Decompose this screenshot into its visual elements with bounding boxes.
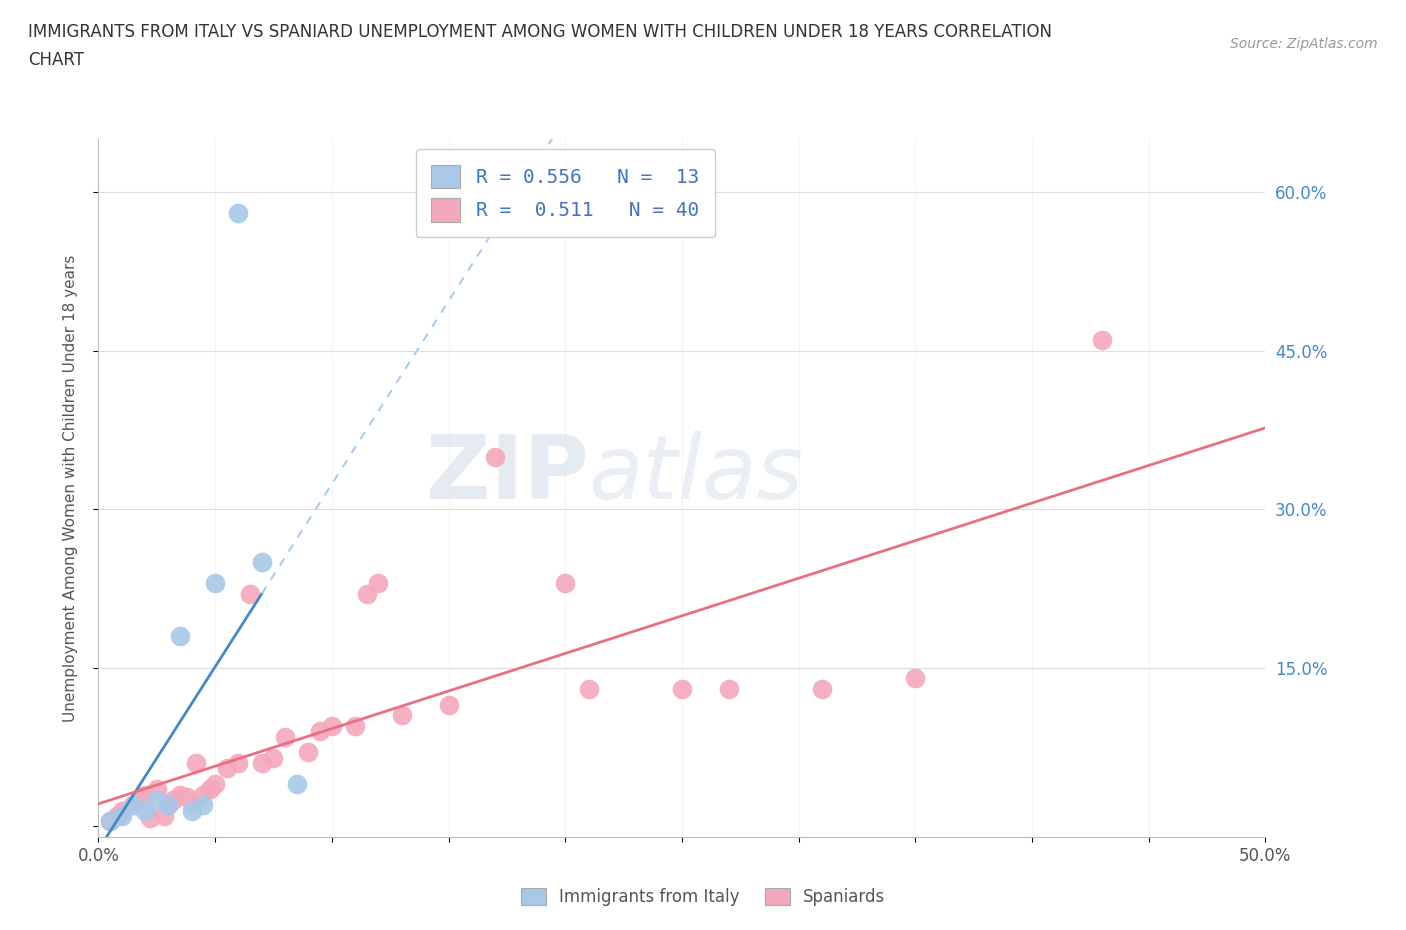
Point (554, 576, 576, 591)
Legend: Immigrants from Italy, Spaniards: Immigrants from Italy, Spaniards (515, 881, 891, 912)
Point (204, 777, 226, 791)
Point (176, 790, 198, 804)
Point (129, 792, 152, 807)
Point (105, 808, 128, 823)
Point (157, 798, 180, 813)
Point (134, 804, 156, 818)
Point (98, 814, 121, 829)
Point (139, 811, 162, 826)
Point (146, 782, 169, 797)
Point (180, 804, 202, 818)
Point (157, 798, 180, 813)
Point (309, 724, 332, 738)
Text: IMMIGRANTS FROM ITALY VS SPANIARD UNEMPLOYMENT AMONG WOMEN WITH CHILDREN UNDER 1: IMMIGRANTS FROM ITALY VS SPANIARD UNEMPL… (28, 23, 1052, 41)
Point (134, 788, 156, 803)
Point (200, 782, 222, 797)
Point (204, 576, 226, 591)
Text: CHART: CHART (28, 51, 84, 69)
Text: ZIP: ZIP (426, 431, 589, 518)
Point (274, 729, 297, 744)
Point (239, 587, 262, 602)
Point (98, 814, 121, 829)
Point (297, 745, 319, 760)
Point (122, 798, 145, 813)
Point (215, 761, 238, 776)
Point (146, 792, 169, 807)
Text: atlas: atlas (589, 432, 803, 517)
Point (186, 755, 208, 770)
Point (262, 751, 284, 765)
Point (356, 587, 378, 602)
Point (228, 206, 250, 221)
Point (344, 719, 367, 734)
Point (250, 555, 273, 570)
Legend: R = 0.556   N =  13, R =  0.511   N = 40: R = 0.556 N = 13, R = 0.511 N = 40 (416, 149, 714, 237)
Point (1091, 333, 1114, 348)
Point (321, 719, 343, 734)
Point (391, 708, 413, 723)
Point (111, 804, 134, 818)
Point (152, 808, 174, 823)
Point (578, 682, 600, 697)
Point (122, 798, 145, 813)
Point (250, 755, 273, 770)
Text: Source: ZipAtlas.com: Source: ZipAtlas.com (1230, 37, 1378, 51)
Point (228, 755, 250, 770)
Point (193, 788, 215, 803)
Point (671, 682, 693, 697)
Point (437, 698, 460, 712)
Point (169, 788, 191, 803)
Point (484, 449, 506, 464)
Point (285, 777, 308, 791)
Point (111, 808, 134, 823)
Point (180, 796, 202, 811)
Point (904, 671, 927, 686)
Point (162, 792, 184, 807)
Y-axis label: Unemployment Among Women with Children Under 18 years: Unemployment Among Women with Children U… (63, 255, 77, 722)
Point (717, 682, 740, 697)
Point (367, 576, 389, 591)
Point (811, 682, 834, 697)
Point (169, 629, 191, 644)
Point (193, 798, 215, 813)
